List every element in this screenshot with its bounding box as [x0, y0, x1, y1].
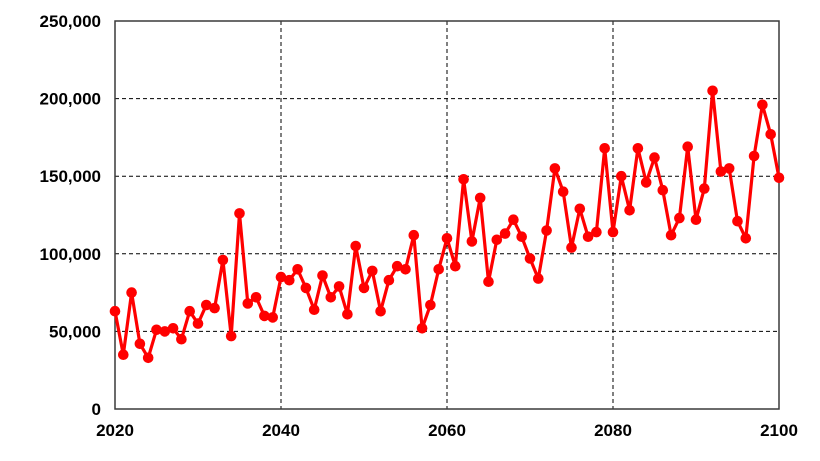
data-point-marker [715, 166, 727, 177]
data-point-marker [159, 326, 171, 337]
data-point-marker [773, 172, 785, 184]
data-point-marker [591, 226, 602, 238]
data-point-marker [151, 324, 162, 336]
data-point-marker [416, 323, 428, 334]
data-point-marker [574, 203, 586, 215]
y-axis-tick-label: 250,000 [40, 12, 101, 31]
data-point-marker [657, 184, 669, 196]
data-point-marker [599, 143, 610, 154]
y-axis-tick-label: 150,000 [40, 167, 101, 186]
data-point-marker [259, 310, 270, 322]
data-point-marker [690, 214, 702, 225]
data-point-marker [483, 276, 494, 288]
data-point-marker [118, 349, 129, 361]
data-point-marker [682, 141, 693, 152]
data-point-marker [616, 170, 627, 182]
data-point-marker [267, 312, 279, 323]
data-point-marker [250, 292, 262, 303]
data-point-marker [308, 304, 320, 316]
data-point-marker [665, 229, 677, 241]
data-point-marker [292, 264, 303, 275]
data-point-marker [192, 318, 204, 329]
data-point-marker [632, 143, 644, 154]
data-point-marker [184, 305, 195, 317]
x-axis-tick-label: 2100 [760, 421, 798, 440]
data-point-marker [699, 183, 710, 194]
data-point-marker [342, 309, 353, 320]
data-point-marker [450, 260, 461, 272]
data-point-marker [557, 186, 569, 197]
data-point-marker [549, 163, 561, 174]
x-axis-tick-label: 2080 [594, 421, 632, 440]
data-point-marker [234, 208, 245, 219]
data-point-marker [491, 234, 503, 246]
data-point-marker [765, 129, 776, 140]
data-point-marker [433, 264, 445, 275]
data-point-marker [391, 260, 403, 272]
y-axis-tick-label: 100,000 [40, 245, 101, 264]
data-point-marker [566, 242, 577, 253]
data-point-marker [640, 177, 652, 188]
data-point-marker [516, 231, 527, 242]
data-point-marker [499, 228, 511, 239]
data-point-marker [748, 150, 760, 162]
data-point-marker [375, 305, 386, 317]
data-point-marker [350, 240, 362, 252]
data-point-marker [201, 299, 212, 311]
data-point-marker [707, 85, 718, 97]
data-point-marker [176, 333, 187, 345]
data-point-marker [284, 274, 295, 286]
x-axis-tick-label: 2020 [96, 421, 134, 440]
data-point-marker [740, 233, 752, 244]
data-point-marker [541, 225, 552, 236]
data-point-marker [533, 273, 544, 284]
data-point-marker [333, 281, 345, 292]
data-point-marker [142, 352, 154, 364]
x-axis-tick-label: 2060 [428, 421, 466, 440]
data-point-marker [134, 338, 146, 350]
data-point-marker [732, 215, 743, 227]
data-point-marker [275, 271, 287, 283]
data-point-marker [367, 265, 378, 277]
data-point-marker [508, 214, 519, 225]
data-point-marker [425, 299, 436, 311]
data-point-marker [358, 282, 370, 294]
y-axis-tick-label: 0 [92, 400, 101, 419]
data-point-marker [674, 212, 685, 224]
x-axis-tick-label: 2040 [262, 421, 300, 440]
data-point-marker [458, 174, 469, 185]
data-point-marker [649, 152, 660, 163]
data-point-marker [723, 163, 735, 174]
data-point-marker [126, 287, 137, 298]
data-point-marker [325, 292, 337, 303]
data-point-marker [524, 253, 536, 264]
data-point-marker [225, 330, 237, 342]
y-axis-tick-label: 200,000 [40, 90, 101, 109]
data-point-marker [607, 226, 619, 238]
data-point-marker [582, 231, 594, 242]
data-point-marker [167, 323, 179, 334]
plot-border [114, 20, 780, 410]
data-point-marker [441, 233, 453, 244]
data-point-marker [109, 305, 121, 317]
data-point-marker [757, 99, 768, 111]
data-point-marker [317, 270, 328, 281]
data-point-marker [408, 229, 420, 241]
data-point-marker [300, 282, 312, 294]
data-point-marker [400, 264, 411, 275]
y-axis-tick-label: 50,000 [49, 322, 101, 341]
data-point-marker [242, 298, 254, 309]
data-point-marker [217, 254, 229, 266]
data-point-marker [474, 192, 486, 204]
data-point-marker [209, 302, 220, 314]
data-point-marker [624, 205, 635, 216]
data-point-marker [466, 236, 478, 247]
data-point-marker [383, 274, 395, 286]
